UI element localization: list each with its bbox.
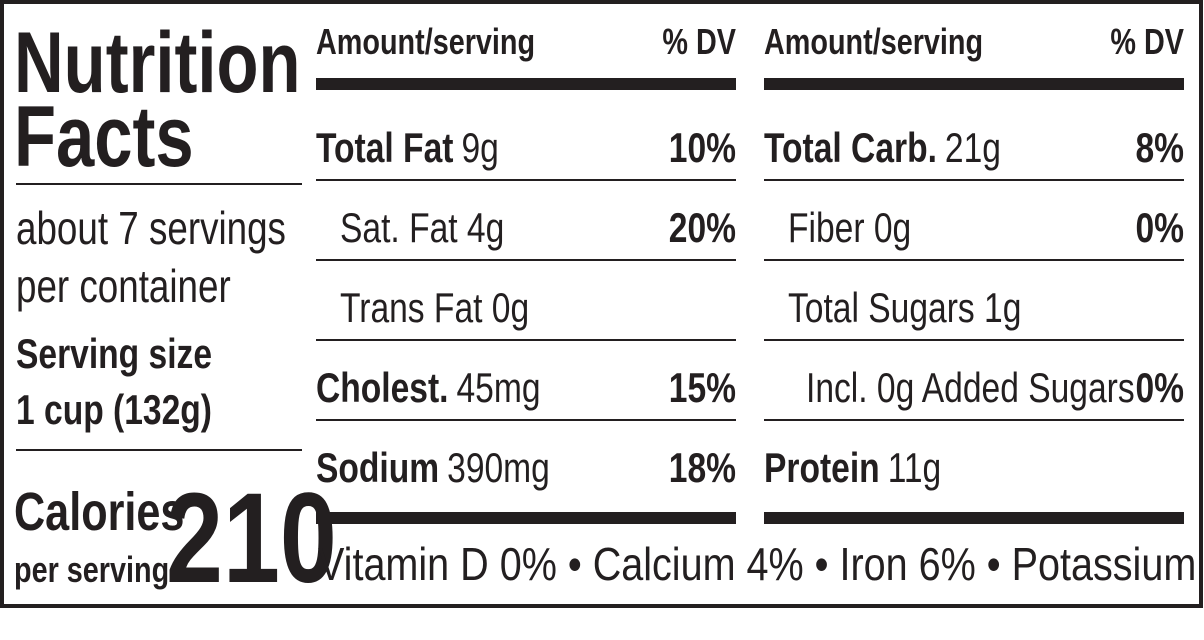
daily-value: 18% (669, 446, 736, 492)
nutrient-row: Protein 11g (764, 446, 941, 492)
nutrient-row: Total Carb. 21g (764, 126, 1001, 172)
column-header: Amount/serving (764, 21, 983, 62)
daily-value: 20% (669, 206, 736, 252)
nutrient-name: Total Carb. (764, 126, 937, 172)
nutrient-name: Sodium (316, 446, 439, 492)
title: Nutrition (14, 15, 301, 111)
thick-bar (764, 78, 1184, 90)
nutrient-row: Cholest. 45mg (316, 366, 541, 412)
title: Facts (14, 89, 194, 185)
daily-value: 10% (669, 126, 736, 172)
serving-size: Serving size (16, 332, 212, 378)
column-header: % DV (662, 21, 736, 62)
nutrient-amount: 11g (888, 446, 942, 492)
thick-bar (316, 78, 736, 90)
sub-nutrient: Fiber 0g (788, 206, 911, 252)
thick-bar (764, 512, 1184, 524)
sub-nutrient: Sat. Fat 4g (340, 206, 504, 252)
daily-value: 15% (669, 366, 736, 412)
nutrient-name: Protein (764, 446, 880, 492)
servings: per container (16, 260, 231, 312)
servings: about 7 servings (16, 202, 286, 254)
nutrient-row: Total Fat 9g (316, 126, 499, 172)
daily-value: 0% (1135, 366, 1184, 412)
daily-value: 8% (1135, 126, 1184, 172)
nutrient-name: Total Fat (316, 126, 454, 172)
nutrient-name: Cholest. (316, 366, 448, 412)
vitamins: Vitamin D 0% • Calcium 4% • Iron 6% • Po… (318, 539, 1204, 590)
calories-sublabel: per serving (14, 549, 169, 590)
serving-size: 1 cup (132g) (16, 388, 212, 434)
nutrient-amount: 390mg (447, 446, 550, 492)
nutrient-amount: 9g (461, 126, 498, 172)
column-header: % DV (1110, 21, 1184, 62)
nutrient-amount: 45mg (456, 366, 540, 412)
daily-value: 0% (1135, 206, 1184, 252)
label-border (0, 0, 1203, 608)
sub-nutrient: Total Sugars 1g (788, 286, 1021, 332)
column-header: Amount/serving (316, 21, 535, 62)
thick-bar (316, 512, 736, 524)
calories-label: Calories (14, 483, 184, 543)
sub-nutrient: Trans Fat 0g (340, 286, 529, 332)
calories-value: 210 (166, 466, 337, 610)
nutrient-amount: 21g (945, 126, 1001, 172)
nutrient-row: Sodium 390mg (316, 446, 550, 492)
sub-sub-nutrient: Incl. 0g Added Sugars (806, 366, 1135, 412)
